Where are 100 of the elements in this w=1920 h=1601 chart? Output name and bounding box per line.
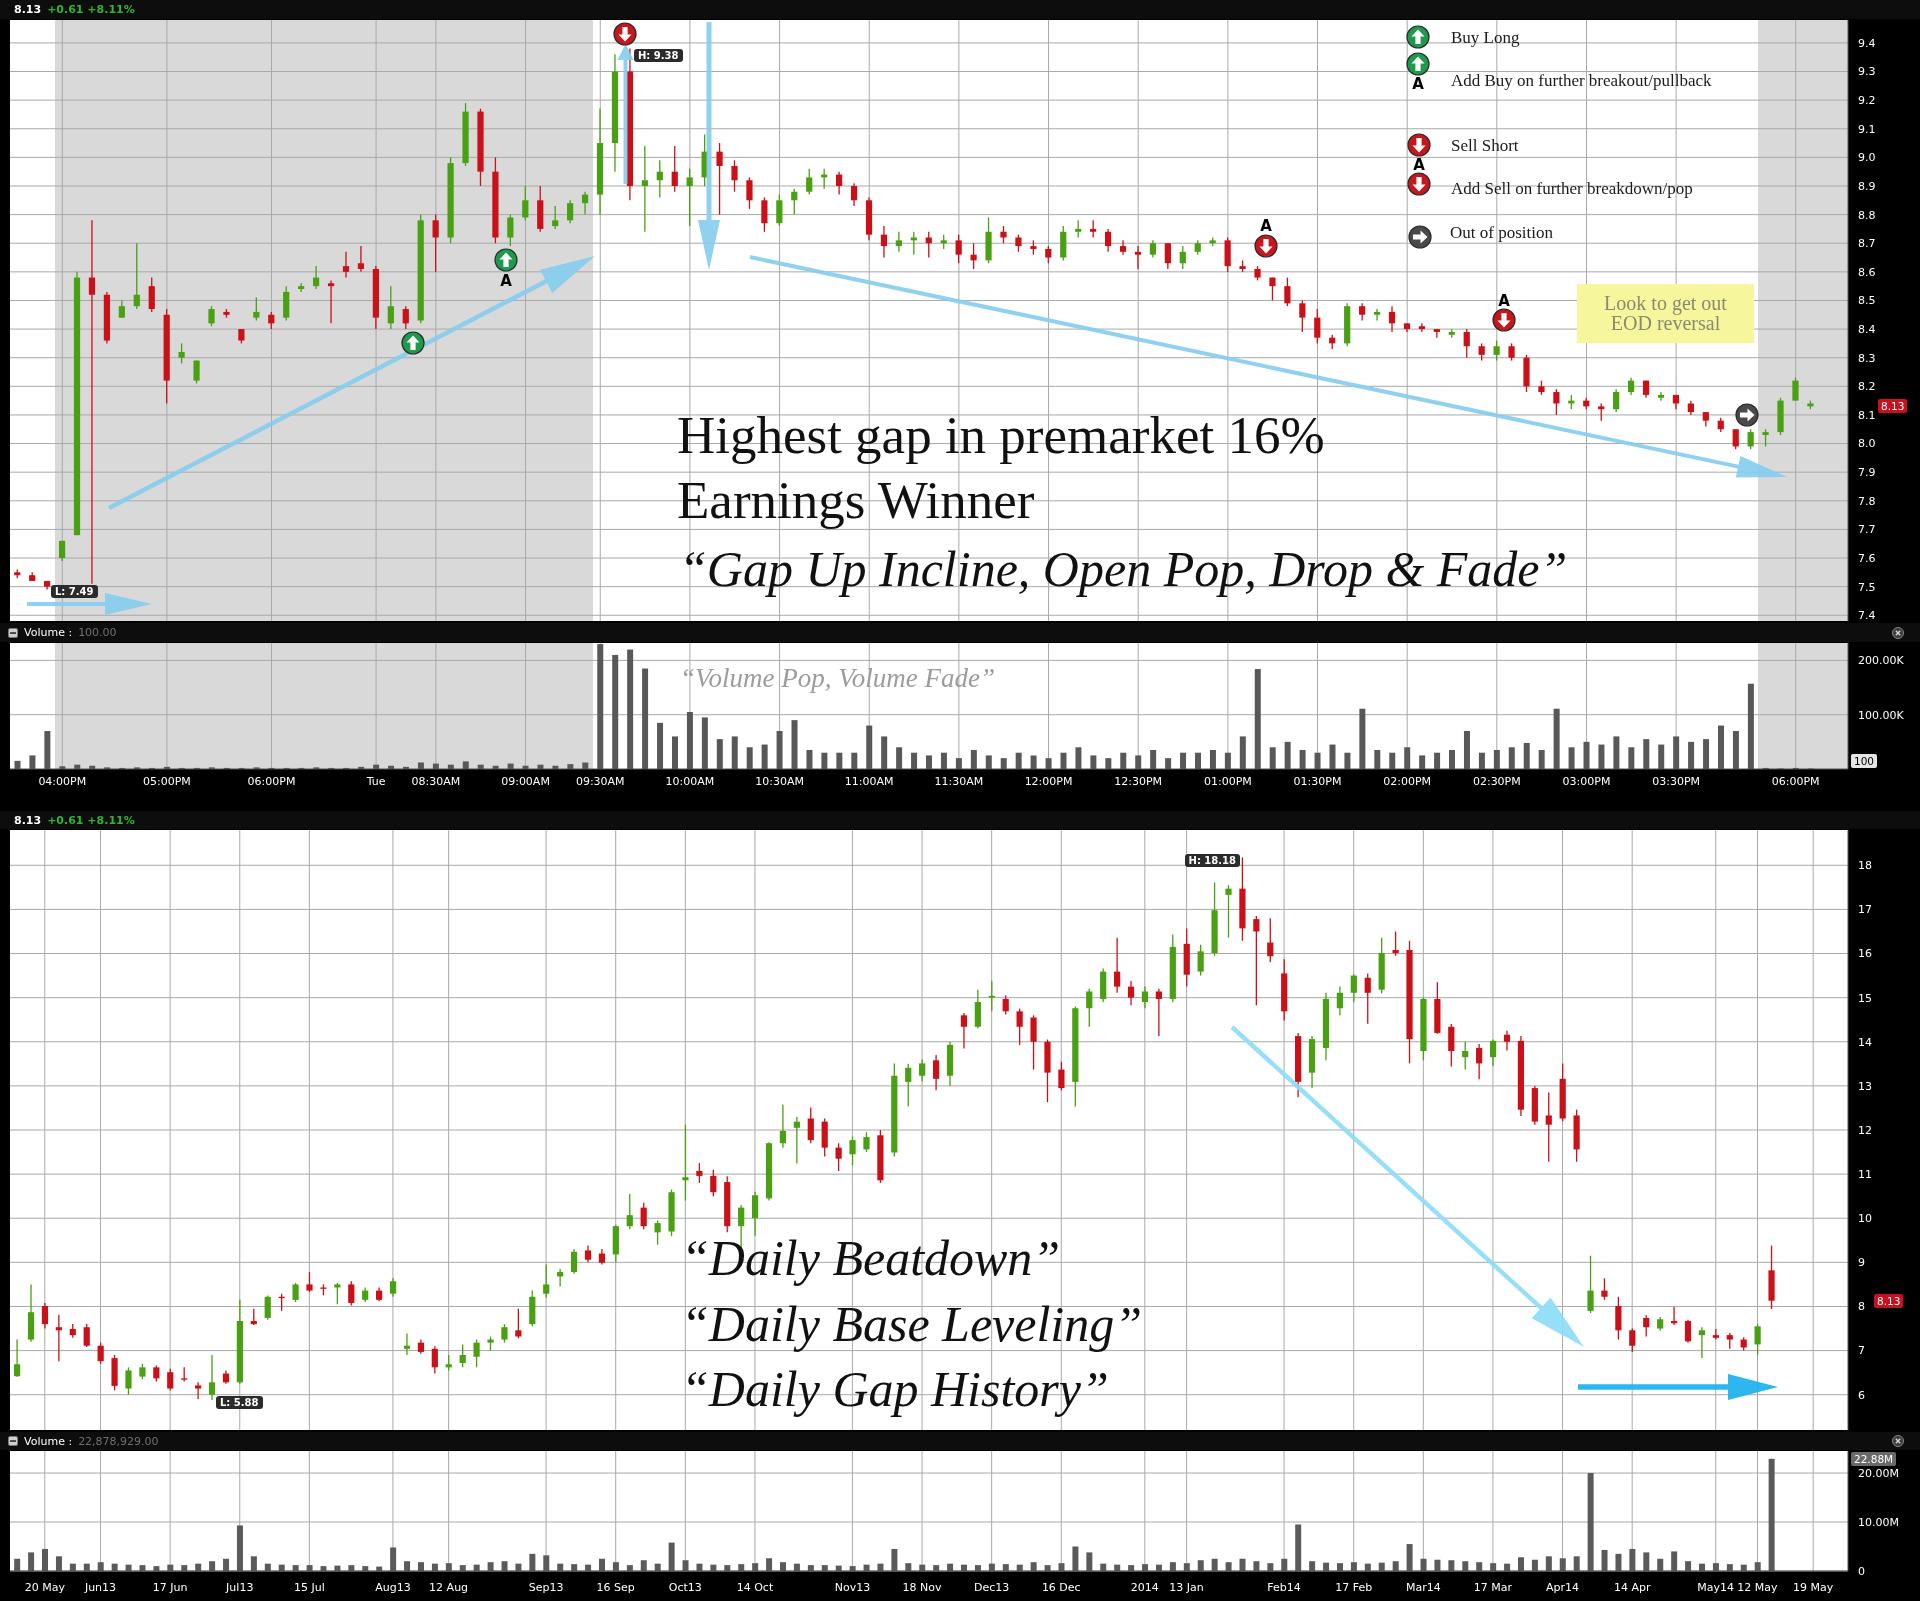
candlestick [895, 231, 902, 253]
text: 22.88M [1851, 1452, 1897, 1466]
candlestick [671, 145, 678, 193]
y-tick-label: 8.8 [1858, 208, 1876, 222]
candlestick [501, 1323, 508, 1344]
candlestick [836, 171, 843, 196]
candlestick [581, 191, 589, 216]
text: +0.61 +8.11% [47, 3, 135, 16]
candlestick [570, 1248, 578, 1275]
x-tick-label: Aug13 [375, 1580, 411, 1594]
x-tick-label: Dec13 [974, 1580, 1010, 1594]
candlestick [1792, 377, 1799, 402]
x-tick-label: 14 Apr [1613, 1580, 1651, 1594]
annotation: A [1259, 217, 1273, 235]
candlestick [1016, 1008, 1023, 1046]
y-tick-label: 9.1 [1858, 122, 1876, 136]
candlestick [1613, 388, 1620, 413]
y-tick-label: 0 [1858, 1564, 1865, 1578]
x-tick-label: 06:00PM [1771, 774, 1820, 788]
candlestick [552, 205, 559, 230]
candlestick [1463, 328, 1470, 359]
candlestick [686, 168, 693, 227]
candlestick [1164, 242, 1171, 270]
x-tick-label: 17 Jun [152, 1580, 188, 1594]
candlestick [1119, 239, 1127, 256]
y-tick-label: 9.2 [1858, 94, 1876, 108]
candlestick [988, 980, 995, 1012]
x-tick-label: 05:00PM [142, 774, 191, 788]
y-tick-label: 6 [1858, 1388, 1865, 1402]
candlestick [403, 1332, 411, 1356]
text: 8.13 [1874, 1293, 1904, 1308]
annotation: Earnings Winner [677, 471, 1035, 530]
candlestick [696, 1162, 703, 1184]
y-tick-label: 9 [1858, 1256, 1865, 1270]
candlestick [880, 225, 888, 259]
annotation: A [1411, 75, 1425, 93]
y-tick-label: 8.4 [1858, 322, 1876, 336]
x-tick-label: 11:30AM [934, 774, 984, 788]
chart-title: Volume : [24, 626, 73, 639]
y-tick-label: 100.00K [1858, 708, 1905, 722]
candlestick [1418, 322, 1425, 333]
annotation: A [1497, 292, 1511, 310]
candlestick [1090, 219, 1097, 239]
y-tick-label: 7.5 [1858, 580, 1876, 594]
x-tick-label: 04:00PM [38, 774, 87, 788]
candlestick [1553, 388, 1560, 416]
candlestick [970, 242, 977, 270]
candlestick [306, 1271, 313, 1293]
candlestick [1489, 1038, 1497, 1067]
candlestick [389, 1277, 397, 1298]
candlestick [1684, 1319, 1692, 1344]
candlestick [932, 1054, 940, 1091]
candlestick [1141, 985, 1149, 1009]
annotation: H: 9.38 [634, 49, 683, 63]
y-tick-label: 9.3 [1858, 65, 1876, 79]
y-tick-label: 11 [1858, 1168, 1872, 1182]
y-tick-label: 17 [1858, 903, 1872, 917]
y-tick-label: 15 [1858, 991, 1872, 1005]
candlestick [751, 1191, 759, 1237]
candlestick [863, 1131, 870, 1153]
candlestick [125, 1366, 132, 1396]
annotation: A [499, 272, 513, 290]
candlestick [97, 1342, 104, 1365]
candlestick [13, 1338, 21, 1378]
candlestick [1267, 917, 1274, 963]
x-tick-label: 12 Aug [429, 1580, 469, 1594]
candlestick [807, 1106, 814, 1144]
candlestick [1155, 988, 1162, 1037]
y-tick-label: 8.3 [1858, 351, 1876, 365]
candlestick [1284, 276, 1291, 307]
annotation: “Daily Base Leveling” [681, 1296, 1143, 1352]
candlestick [793, 1116, 800, 1165]
candlestick [1587, 1255, 1594, 1314]
candlestick [515, 1308, 522, 1339]
candlestick [348, 1280, 355, 1307]
text: 8.13 [1878, 399, 1908, 414]
candlestick [1388, 305, 1396, 333]
annotation: Sell Short [1451, 135, 1519, 155]
annotation: L: 5.88 [216, 1395, 263, 1409]
candlestick [960, 1012, 968, 1050]
candlestick [357, 245, 365, 273]
candlestick [543, 1263, 550, 1299]
x-tick-label: Mar14 [1405, 1580, 1441, 1594]
candlestick [1336, 985, 1343, 1016]
x-tick-label: 18 Nov [902, 1580, 943, 1594]
y-tick-label: 16 [1858, 947, 1872, 961]
candlestick [716, 142, 723, 216]
candlestick [431, 1345, 438, 1375]
candlestick [850, 182, 858, 207]
x-tick-label: Apr14 [1546, 1580, 1580, 1594]
x-tick-label: 03:30PM [1652, 774, 1701, 788]
y-tick-label: 8.6 [1858, 265, 1876, 279]
candlestick [761, 196, 768, 233]
candlestick [88, 219, 96, 585]
y-tick-label: 7 [1858, 1344, 1865, 1358]
candlestick [1698, 1326, 1706, 1359]
candlestick [710, 1169, 717, 1197]
text: 8.13 [14, 3, 42, 16]
candlestick [1104, 228, 1112, 253]
x-tick-label: 17 Feb [1335, 1580, 1373, 1594]
